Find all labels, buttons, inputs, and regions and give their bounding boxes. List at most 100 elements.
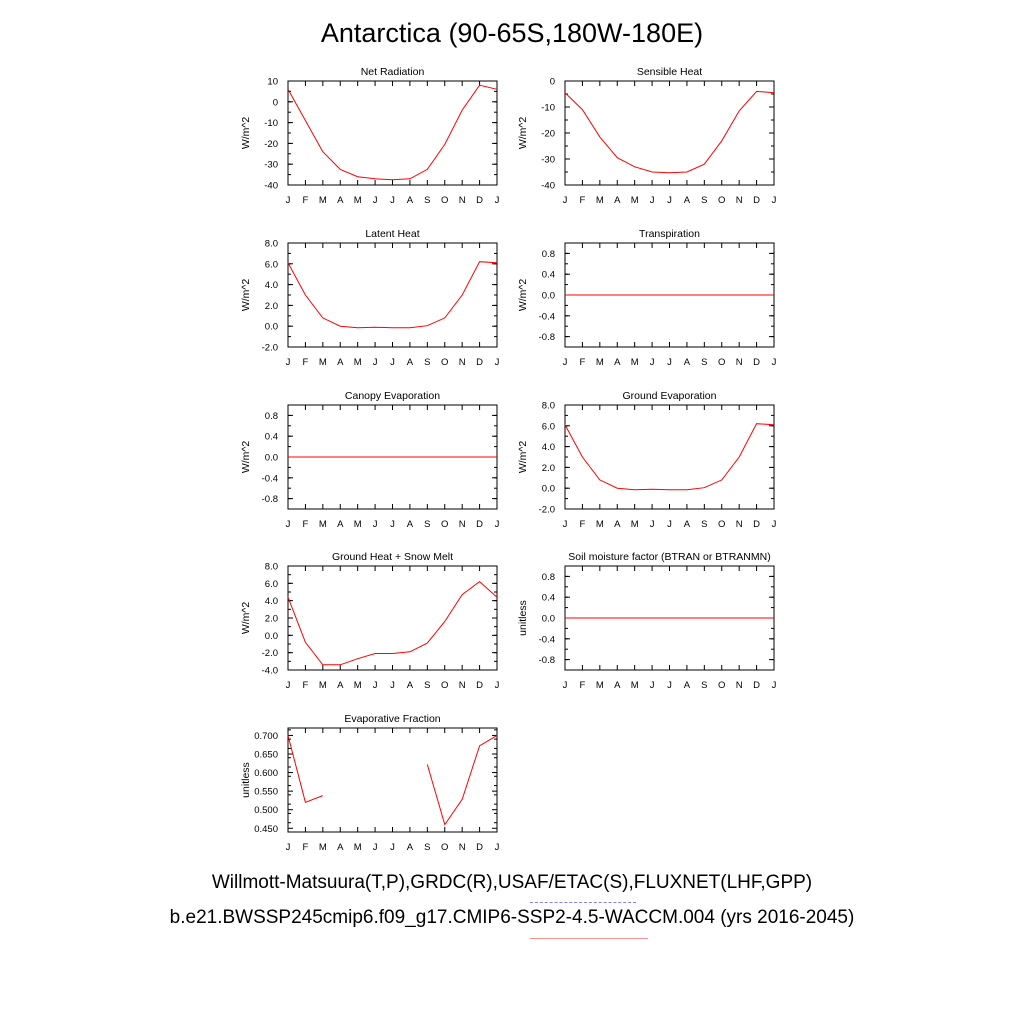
panel-title: Evaporative Fraction [344, 713, 440, 725]
x-tick-label: D [753, 519, 760, 530]
x-tick-label: M [631, 519, 639, 530]
x-tick-label: M [354, 842, 362, 853]
case-name-caption: b.e21.BWSSP245cmip6.f09_g17.CMIP6-SSP2-4… [169, 907, 855, 928]
y-tick-label: -40 [264, 181, 278, 192]
x-tick-label: J [650, 357, 655, 368]
y-tick-label: 4.0 [265, 596, 278, 607]
x-tick-label: M [354, 195, 362, 206]
x-tick-label: J [650, 680, 655, 691]
x-tick-label: A [614, 357, 621, 368]
x-tick-label: O [718, 519, 725, 530]
x-tick-label: D [476, 842, 483, 853]
panel-title: Ground Evaporation [623, 390, 717, 402]
y-tick-label: -30 [541, 155, 555, 166]
y-tick-label: -40 [541, 181, 555, 192]
x-tick-label: A [684, 680, 691, 691]
x-tick-label: N [459, 195, 466, 206]
y-tick-label: 0.4 [542, 270, 555, 281]
x-tick-label: D [476, 357, 483, 368]
y-tick-label: 0.4 [265, 432, 278, 443]
x-tick-label: M [631, 195, 639, 206]
x-tick-label: D [476, 680, 483, 691]
y-tick-label: -20 [264, 139, 278, 150]
panel-title: Soil moisture factor (BTRAN or BTRANMN) [568, 551, 770, 563]
x-tick-label: O [441, 357, 448, 368]
plot-frame [287, 80, 498, 186]
x-tick-label: A [337, 680, 344, 691]
x-tick-label: D [476, 195, 483, 206]
x-tick-label: O [441, 195, 448, 206]
y-tick-label: 2.0 [542, 463, 555, 474]
x-tick-label: D [476, 519, 483, 530]
y-axis-label: W/m^2 [240, 441, 252, 474]
x-tick-label: A [614, 680, 621, 691]
x-tick-label: J [286, 842, 291, 853]
y-tick-label: 0.8 [265, 411, 278, 422]
x-tick-label: J [667, 195, 672, 206]
x-tick-label: F [303, 195, 309, 206]
x-tick-label: J [667, 680, 672, 691]
x-tick-label: J [495, 357, 500, 368]
x-tick-label: J [650, 195, 655, 206]
y-tick-label: -20 [541, 129, 555, 140]
x-tick-label: J [286, 357, 291, 368]
y-tick-label: 0.8 [542, 572, 555, 583]
x-tick-label: J [390, 357, 395, 368]
chart-panel-4: J F M A M J J A S O N D J0.80.40.0-0.4-0.8Transpirat… [517, 228, 777, 368]
y-tick-label: 0.500 [254, 805, 278, 816]
x-tick-label: M [319, 195, 327, 206]
y-tick-label: 0 [550, 77, 555, 88]
x-tick-label: N [459, 680, 466, 691]
panel-title: Transpiration [639, 228, 700, 240]
y-tick-label: 0.4 [542, 593, 555, 604]
x-tick-label: A [684, 519, 691, 530]
y-axis-label: W/m^2 [240, 117, 252, 150]
x-tick-label: J [286, 680, 291, 691]
x-tick-label: N [736, 195, 743, 206]
x-tick-label: J [563, 680, 568, 691]
y-tick-label: 0 [273, 97, 278, 108]
x-tick-label: F [303, 842, 309, 853]
x-tick-label: N [459, 842, 466, 853]
x-tick-label: D [753, 680, 760, 691]
x-tick-label: A [337, 357, 344, 368]
y-tick-label: -10 [541, 103, 555, 114]
x-tick-label: A [407, 357, 414, 368]
y-tick-label: 0.600 [254, 768, 278, 779]
plot-frame [287, 727, 498, 833]
x-tick-label: M [596, 680, 604, 691]
x-tick-label: S [424, 519, 430, 530]
x-tick-label: N [736, 357, 743, 368]
x-tick-label: J [667, 357, 672, 368]
chart-panel-7: J F M A M J J A S O N D J8.06.04.02.00.0-2.0-4.0Grou… [240, 551, 500, 691]
x-tick-label: J [390, 842, 395, 853]
x-tick-label: A [614, 195, 621, 206]
x-tick-label: J [650, 519, 655, 530]
x-tick-label: J [373, 680, 378, 691]
x-tick-label: J [667, 519, 672, 530]
series-line [287, 84, 498, 181]
x-tick-label: J [495, 842, 500, 853]
x-tick-label: J [563, 357, 568, 368]
y-tick-label: 4.0 [542, 442, 555, 453]
x-tick-label: S [424, 842, 430, 853]
x-tick-label: J [772, 357, 777, 368]
x-tick-label: A [684, 357, 691, 368]
x-tick-label: O [441, 680, 448, 691]
x-tick-label: S [701, 195, 707, 206]
x-tick-label: O [718, 195, 725, 206]
x-tick-label: J [390, 195, 395, 206]
x-tick-label: J [563, 195, 568, 206]
x-tick-label: J [772, 680, 777, 691]
caption-red-underline [530, 938, 648, 939]
plot-frame [564, 404, 775, 510]
plot-frame [564, 80, 775, 186]
x-tick-label: M [354, 519, 362, 530]
x-tick-label: M [631, 680, 639, 691]
x-tick-label: J [495, 680, 500, 691]
y-tick-label: -30 [264, 160, 278, 171]
y-tick-label: -2.0 [262, 343, 278, 354]
x-tick-label: A [407, 680, 414, 691]
